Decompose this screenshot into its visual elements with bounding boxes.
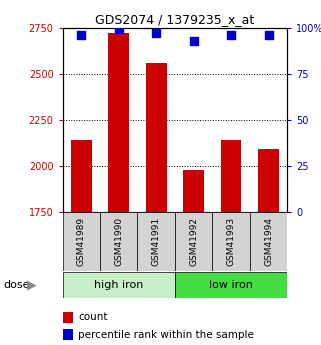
Bar <box>221 140 241 212</box>
Bar <box>183 170 204 212</box>
Bar <box>175 272 287 298</box>
Text: ▶: ▶ <box>27 278 37 292</box>
Text: GSM41993: GSM41993 <box>227 217 236 266</box>
Text: GSM41990: GSM41990 <box>114 217 123 266</box>
Text: GSM41992: GSM41992 <box>189 217 198 266</box>
Text: high iron: high iron <box>94 280 143 290</box>
Bar <box>63 312 73 323</box>
Text: GSM41994: GSM41994 <box>264 217 273 266</box>
Bar <box>258 149 279 212</box>
Bar <box>63 272 175 298</box>
Point <box>191 38 196 43</box>
Bar <box>146 63 167 212</box>
Text: GSM41989: GSM41989 <box>77 217 86 266</box>
Bar <box>137 212 175 271</box>
Text: low iron: low iron <box>209 280 253 290</box>
Point <box>79 32 84 38</box>
Point <box>266 32 271 38</box>
Bar <box>63 329 73 340</box>
Bar <box>213 212 250 271</box>
Text: percentile rank within the sample: percentile rank within the sample <box>78 330 254 339</box>
Point <box>229 32 234 38</box>
Bar <box>175 212 213 271</box>
Bar <box>63 212 100 271</box>
Text: dose: dose <box>3 280 30 290</box>
Title: GDS2074 / 1379235_x_at: GDS2074 / 1379235_x_at <box>95 13 255 27</box>
Point <box>116 27 121 32</box>
Text: GSM41991: GSM41991 <box>152 217 161 266</box>
Bar <box>108 33 129 212</box>
Bar <box>71 140 91 212</box>
Bar <box>250 212 287 271</box>
Bar <box>100 212 137 271</box>
Point <box>154 30 159 36</box>
Text: count: count <box>78 313 108 322</box>
